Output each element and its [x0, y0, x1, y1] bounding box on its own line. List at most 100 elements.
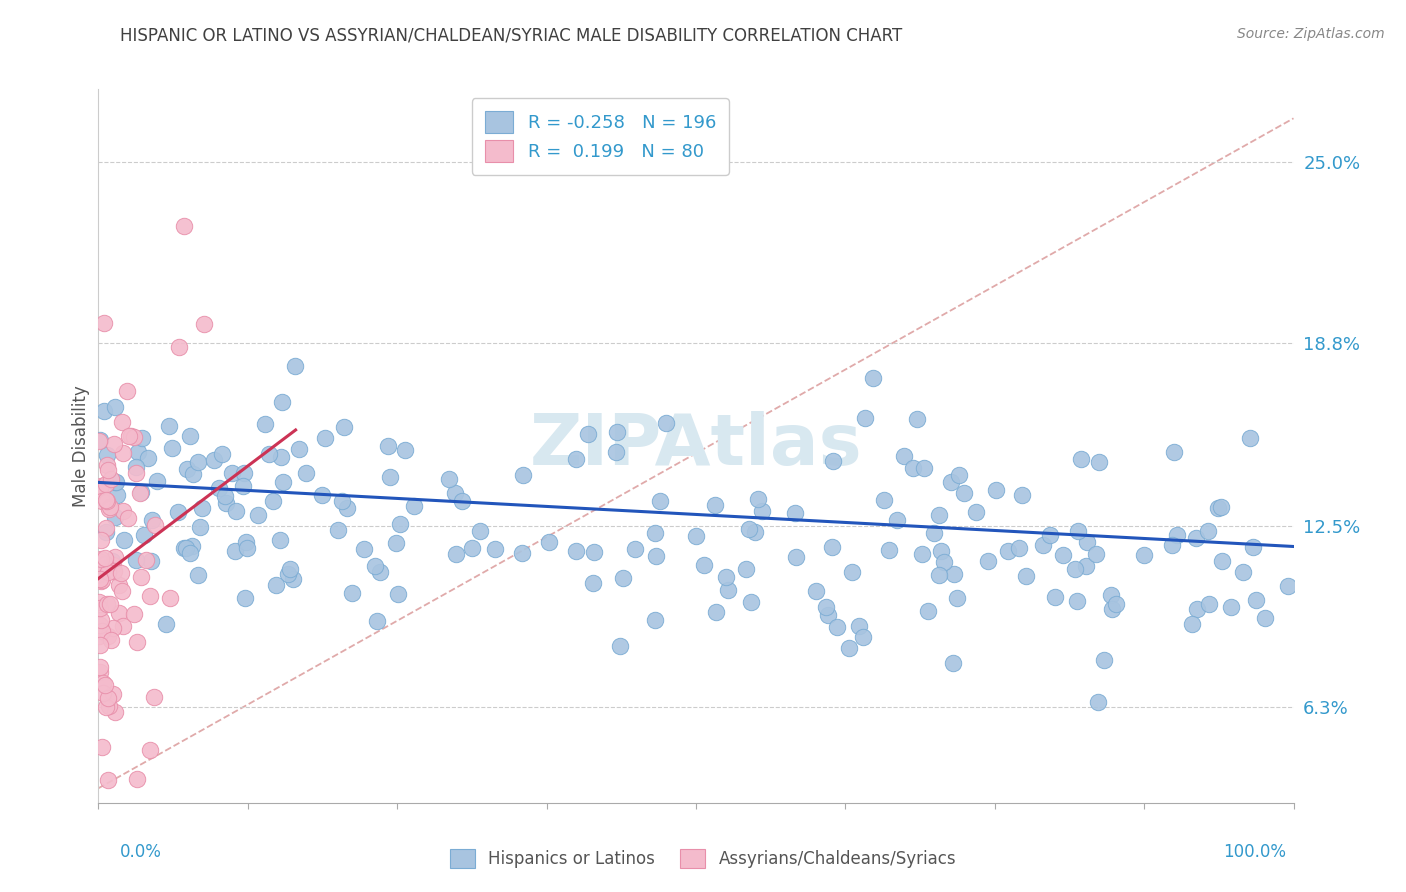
Text: ZIPAtlas: ZIPAtlas: [530, 411, 862, 481]
Point: [946, 591, 969, 605]
Point: [87, 434, 110, 448]
Point: [943, 566, 966, 581]
Point: [90, 533, 112, 547]
Point: [1032, 538, 1054, 552]
Point: [271, 394, 294, 409]
Point: [873, 492, 896, 507]
Point: [402, 499, 425, 513]
Point: [89, 434, 111, 448]
Point: [94, 492, 117, 507]
Point: [387, 587, 409, 601]
Point: [576, 426, 599, 441]
Point: [814, 600, 837, 615]
Point: [606, 425, 628, 439]
Point: [877, 542, 900, 557]
Point: [93, 557, 115, 571]
Point: [167, 505, 190, 519]
Point: [330, 494, 353, 508]
Point: [211, 447, 233, 461]
Point: [173, 219, 195, 233]
Point: [1232, 565, 1254, 579]
Point: [232, 478, 254, 492]
Point: [821, 540, 844, 554]
Point: [461, 541, 484, 555]
Point: [225, 504, 247, 518]
Point: [1239, 431, 1261, 445]
Point: [1161, 538, 1184, 552]
Point: [977, 554, 1000, 568]
Point: [96, 597, 118, 611]
Point: [139, 742, 162, 756]
Text: HISPANIC OR LATINO VS ASSYRIAN/CHALDEAN/SYRIAC MALE DISABILITY CORRELATION CHART: HISPANIC OR LATINO VS ASSYRIAN/CHALDEAN/…: [120, 27, 901, 45]
Point: [565, 452, 588, 467]
Point: [115, 384, 138, 399]
Point: [1085, 547, 1108, 561]
Point: [94, 699, 117, 714]
Point: [378, 470, 401, 484]
Point: [111, 584, 134, 599]
Point: [1011, 488, 1033, 502]
Point: [922, 526, 945, 541]
Point: [1166, 528, 1188, 542]
Point: [94, 550, 117, 565]
Point: [1064, 561, 1087, 575]
Point: [257, 446, 280, 460]
Point: [311, 488, 333, 502]
Point: [1088, 454, 1111, 468]
Point: [740, 595, 762, 609]
Point: [174, 541, 197, 555]
Point: [97, 698, 120, 713]
Point: [125, 459, 148, 474]
Point: [108, 607, 131, 621]
Point: [143, 690, 166, 704]
Point: [111, 446, 134, 460]
Point: [89, 481, 111, 495]
Point: [122, 607, 145, 622]
Point: [136, 451, 159, 466]
Point: [928, 508, 950, 523]
Point: [246, 508, 269, 523]
Point: [97, 565, 120, 579]
Point: [139, 589, 162, 603]
Point: [385, 536, 408, 550]
Point: [117, 510, 139, 524]
Point: [97, 772, 120, 787]
Point: [176, 462, 198, 476]
Point: [366, 614, 388, 628]
Point: [785, 549, 807, 564]
Point: [444, 547, 467, 561]
Point: [314, 431, 336, 445]
Point: [1277, 579, 1299, 593]
Point: [193, 317, 215, 331]
Point: [253, 417, 276, 432]
Point: [785, 506, 807, 520]
Point: [87, 566, 110, 581]
Point: [1163, 444, 1185, 458]
Point: [141, 513, 163, 527]
Point: [100, 472, 122, 486]
Point: [287, 442, 309, 456]
Point: [233, 466, 256, 480]
Point: [901, 460, 924, 475]
Point: [1197, 524, 1219, 538]
Point: [911, 547, 934, 561]
Point: [89, 665, 111, 679]
Point: [929, 544, 952, 558]
Point: [1101, 602, 1123, 616]
Point: [181, 539, 204, 553]
Point: [368, 565, 391, 579]
Point: [806, 584, 828, 599]
Point: [650, 494, 672, 508]
Point: [1067, 524, 1090, 539]
Point: [125, 772, 148, 787]
Point: [583, 545, 606, 559]
Point: [284, 359, 307, 373]
Text: 0.0%: 0.0%: [120, 843, 162, 861]
Point: [1133, 549, 1156, 563]
Point: [103, 564, 125, 578]
Point: [582, 576, 605, 591]
Point: [160, 441, 183, 455]
Point: [704, 498, 727, 512]
Point: [886, 513, 908, 527]
Point: [953, 486, 976, 500]
